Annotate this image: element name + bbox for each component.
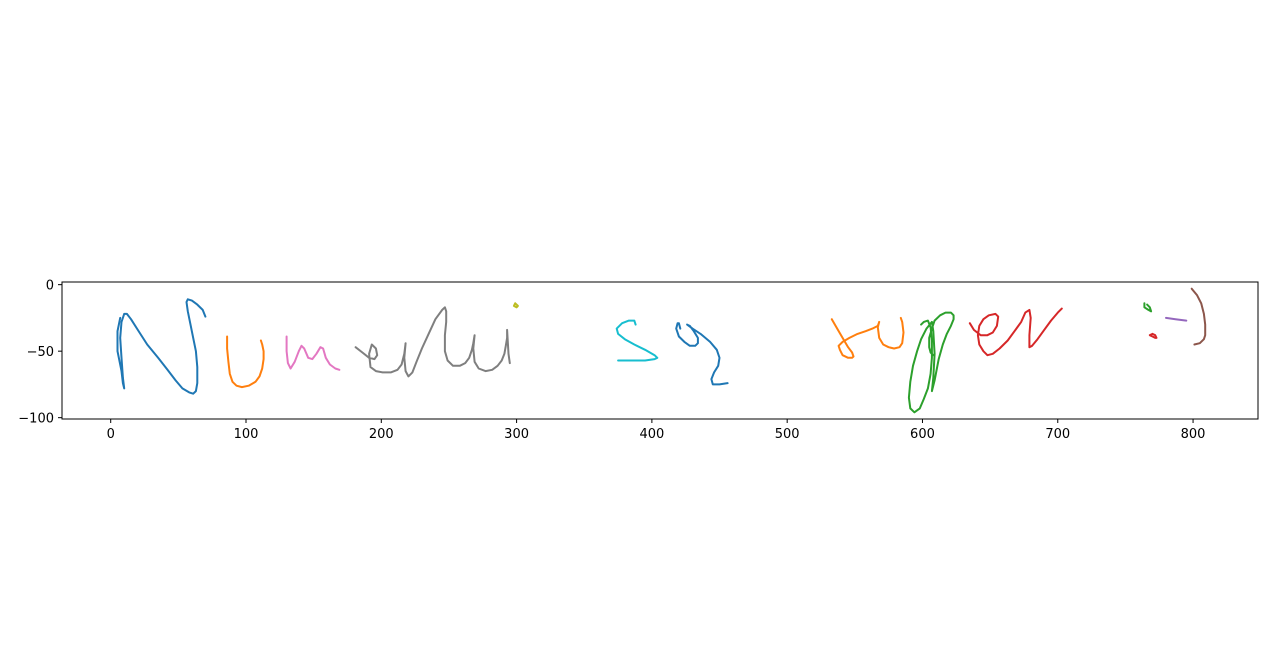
y-axis: 0 −50 −100 xyxy=(18,279,62,427)
stroke-line-9 xyxy=(907,311,955,414)
y-tick-label: −50 xyxy=(27,345,54,360)
y-tick-label: 0 xyxy=(46,279,54,294)
stroke-line-3 xyxy=(285,335,341,371)
strokes-layer xyxy=(116,287,1207,414)
x-tick-label: 0 xyxy=(107,427,115,442)
y-tick-label: −100 xyxy=(18,412,54,427)
stroke-line-1 xyxy=(116,298,207,395)
stroke-line-14 xyxy=(1190,287,1207,346)
x-tick-label: 800 xyxy=(1181,427,1206,442)
x-tick-label: 500 xyxy=(775,427,800,442)
stroke-line-5 xyxy=(512,302,519,309)
stroke-line-13 xyxy=(1165,316,1188,322)
stroke-line-6 xyxy=(615,319,659,362)
stroke-line-8 xyxy=(830,316,905,359)
x-axis: 0 100 200 300 400 500 600 700 800 xyxy=(107,419,1206,442)
x-tick-label: 200 xyxy=(369,427,394,442)
x-tick-label: 400 xyxy=(639,427,664,442)
stroke-line-12 xyxy=(1148,332,1158,339)
stroke-line-2 xyxy=(226,335,265,389)
x-tick-label: 100 xyxy=(234,427,259,442)
plot-area-frame xyxy=(61,281,1259,420)
x-tick-label: 700 xyxy=(1045,427,1070,442)
stroke-line-10 xyxy=(968,307,1063,357)
x-tick-label: 300 xyxy=(504,427,529,442)
stroke-line-4 xyxy=(354,306,511,378)
x-tick-label: 600 xyxy=(910,427,935,442)
stroke-line-7 xyxy=(675,322,729,386)
stroke-line-11 xyxy=(1143,302,1153,313)
